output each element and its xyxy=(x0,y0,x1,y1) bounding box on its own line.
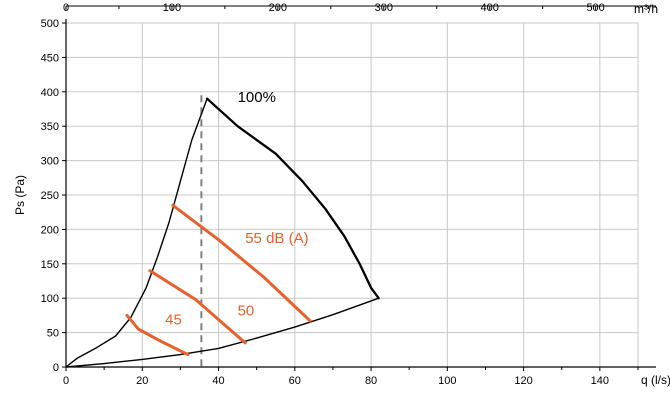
y-tick-label: 50 xyxy=(47,328,59,340)
y-tick-label: 150 xyxy=(41,259,59,271)
y-axis-label: Ps (Pa) xyxy=(13,175,27,215)
x-tick-label: 120 xyxy=(514,375,532,387)
y-tick-label: 300 xyxy=(41,156,59,168)
x-tick-label: 60 xyxy=(289,375,301,387)
y-tick-label: 250 xyxy=(41,190,59,202)
x-tick-label: 0 xyxy=(63,375,69,387)
series-line-5 xyxy=(125,313,190,357)
x-tick-label: 40 xyxy=(212,375,224,387)
series-line-1 xyxy=(65,297,380,368)
top-tick-label: 400 xyxy=(481,2,499,14)
annotations: 100% 55 dB (A) 50 45 xyxy=(165,89,308,328)
x-tick-label: 140 xyxy=(591,375,609,387)
annotation-label: 55 dB (A) xyxy=(245,230,308,247)
y-tick-label: 100 xyxy=(41,293,59,305)
annotation-label: 45 xyxy=(165,311,182,328)
axes xyxy=(62,5,656,371)
top-tick-label: 300 xyxy=(375,2,393,14)
x-tick-label: 80 xyxy=(365,375,377,387)
y-tick-label: 500 xyxy=(41,18,59,30)
top-tick-label: 0 xyxy=(63,2,69,14)
y-tick-label: 350 xyxy=(41,121,59,133)
series-line-0 xyxy=(205,97,380,300)
annotation-label: 50 xyxy=(238,302,255,319)
annotation-label: 100% xyxy=(238,89,276,106)
x-tick-label: 20 xyxy=(136,375,148,387)
x-axis-label: q (l/s) xyxy=(641,373,670,387)
top-tick-label: 100 xyxy=(163,2,181,14)
tick-labels: 0 20 40 60 80 100 120 140 0 50 100 150 200 250 300 350 4… xyxy=(41,2,609,387)
top-tick-label: 500 xyxy=(586,2,604,14)
series-line-2 xyxy=(65,97,208,368)
y-tick-label: 0 xyxy=(53,362,59,374)
series xyxy=(65,95,380,368)
series-line-4 xyxy=(148,269,247,345)
y-tick-label: 200 xyxy=(41,224,59,236)
grid xyxy=(66,22,639,367)
series-line-3 xyxy=(171,203,312,323)
top-axis-unit-label: m³/h xyxy=(634,2,658,16)
y-tick-label: 450 xyxy=(41,52,59,64)
top-tick-label: 200 xyxy=(269,2,287,14)
x-tick-label: 100 xyxy=(438,375,456,387)
y-tick-label: 400 xyxy=(41,87,59,99)
